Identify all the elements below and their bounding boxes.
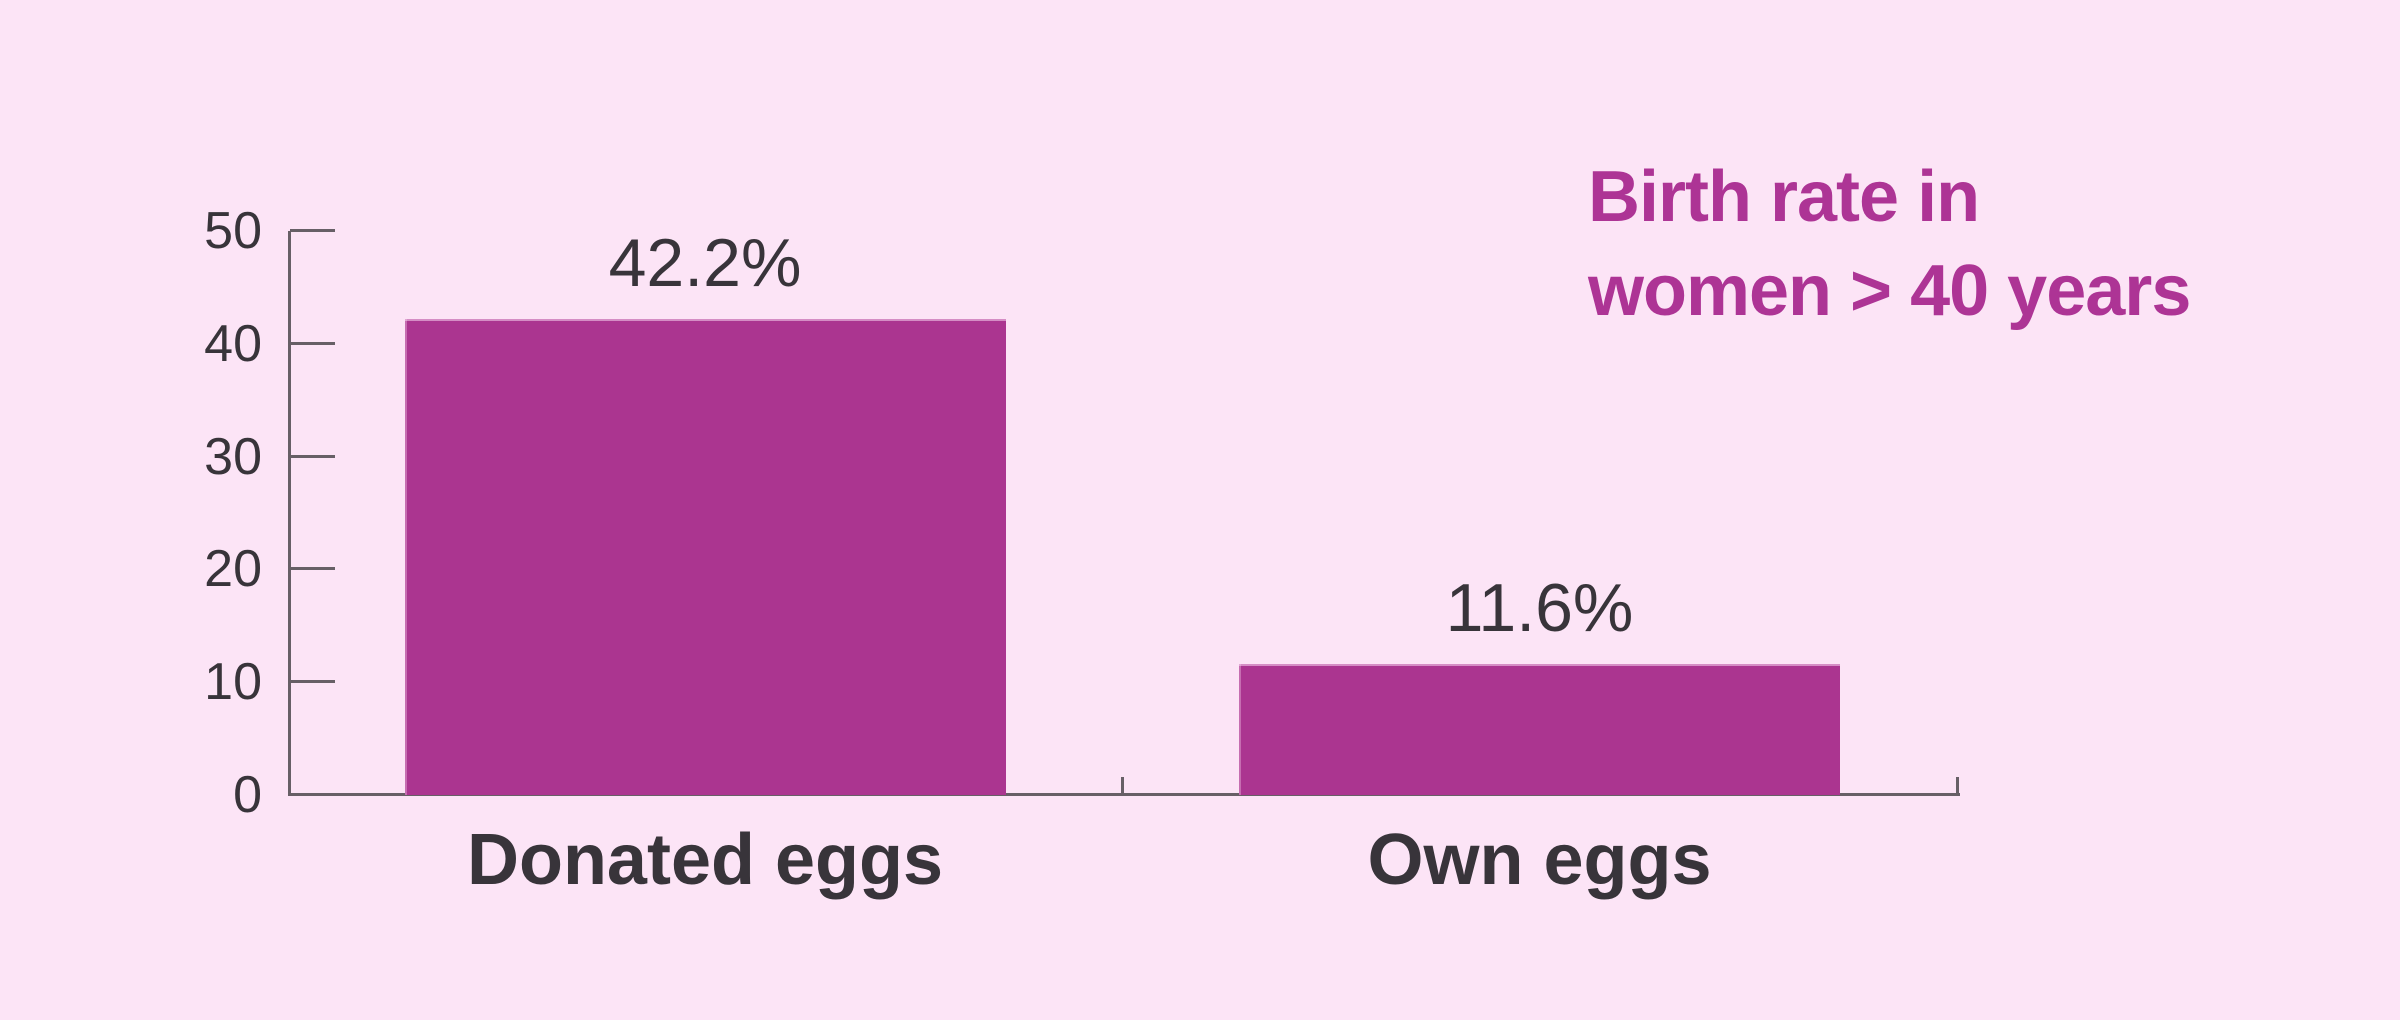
y-tick-label-50: 50: [204, 202, 262, 260]
chart-title: Birth rate in women > 40 years: [1588, 150, 2191, 338]
y-tick-label-30: 30: [204, 427, 262, 486]
y-tick-40: [290, 341, 335, 345]
y-tick-label-20: 20: [204, 540, 262, 599]
x-axis-end-tick: [1956, 777, 1959, 795]
y-tick-label-0: 0: [233, 766, 262, 824]
y-tick-30: [290, 454, 335, 458]
y-tick-20: [290, 567, 335, 571]
chart-title-line-2: women > 40 years: [1588, 251, 2191, 331]
y-tick-label-40: 40: [204, 314, 262, 373]
y-tick-50: [290, 229, 335, 232]
value-label-own-eggs: 11.6%: [1445, 570, 1634, 646]
category-label-donated-eggs: Donated eggs: [466, 820, 944, 900]
bar-donated-eggs: [405, 319, 1006, 795]
chart-title-line-1: Birth rate in: [1588, 157, 1980, 237]
x-axis-line: [288, 793, 1960, 796]
bar-own-eggs: [1239, 664, 1840, 795]
y-axis-line: [288, 231, 291, 796]
category-label-own-eggs: Own eggs: [1367, 820, 1712, 900]
category-boundary-tick: [1121, 777, 1124, 795]
y-tick-10: [290, 680, 335, 684]
y-tick-label-10: 10: [204, 653, 262, 712]
value-label-donated-eggs: 42.2%: [608, 225, 802, 301]
